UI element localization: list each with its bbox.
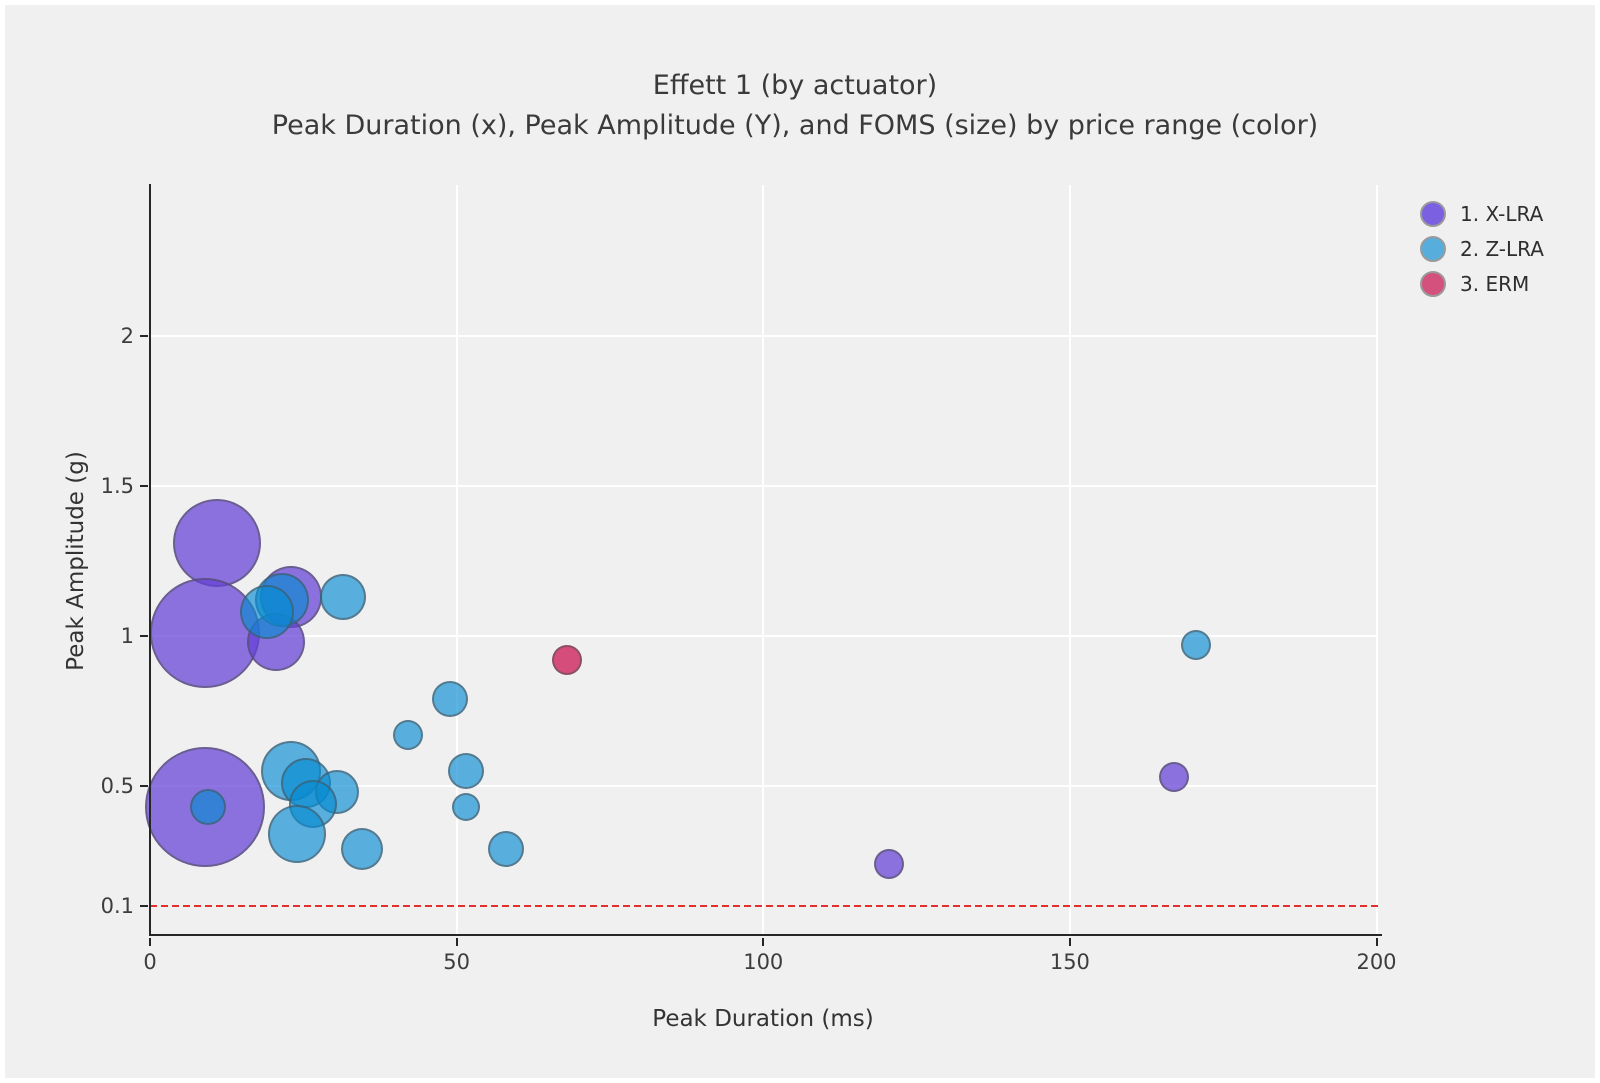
legend-swatch-icon <box>1420 235 1446 262</box>
bubble-point-zlra[interactable] <box>239 585 294 639</box>
y-tick-mark <box>140 335 148 337</box>
bubble-point-xlra[interactable] <box>1159 762 1190 792</box>
bubble-point-zlra[interactable] <box>451 793 480 821</box>
y-tick-label: 1.5 <box>100 474 134 498</box>
x-tick-mark <box>149 938 151 946</box>
legend-item-label: 3. ERM <box>1460 271 1530 296</box>
x-tick-mark <box>455 938 458 946</box>
bubble-point-zlra[interactable] <box>340 828 383 870</box>
legend-item[interactable]: 1. X-LRA <box>1420 196 1544 231</box>
y-axis-title: Peak Amplitude (g) <box>63 451 89 671</box>
y-tick-mark <box>140 485 148 487</box>
bubble-point-xlra[interactable] <box>173 499 262 587</box>
legend-item[interactable]: 2. Z-LRA <box>1420 231 1544 266</box>
x-gridline <box>1375 185 1378 935</box>
y-tick-mark <box>140 905 148 907</box>
x-tick-label: 100 <box>743 950 784 974</box>
legend-item-label: 1. X-LRA <box>1460 201 1544 226</box>
y-tick-label: 0.1 <box>100 894 134 918</box>
x-tick-mark <box>762 938 765 946</box>
bubble-point-zlra[interactable] <box>487 831 524 867</box>
bubble-point-zlra[interactable] <box>1180 630 1211 660</box>
bubble-point-zlra[interactable] <box>190 789 227 825</box>
x-tick-label: 200 <box>1356 950 1397 974</box>
y-tick-mark <box>140 785 148 787</box>
legend-item-label: 2. Z-LRA <box>1460 236 1544 261</box>
legend: 1. X-LRA 2. Z-LRA 3. ERM <box>1420 196 1544 301</box>
x-axis-title: Peak Duration (ms) <box>652 1006 874 1032</box>
x-gridline <box>762 185 765 935</box>
x-gridline <box>1068 185 1071 935</box>
x-tick-mark <box>1375 938 1378 946</box>
chart-subtitle: Peak Duration (x), Peak Amplitude (Y), a… <box>271 110 1319 141</box>
x-tick-mark <box>1068 938 1071 946</box>
bubble-point-xlra[interactable] <box>150 578 261 688</box>
x-gridline <box>455 185 458 935</box>
chart-title: Effett 1 (by actuator) <box>652 70 938 101</box>
bubble-point-zlra[interactable] <box>268 805 327 863</box>
bubble-point-zlra[interactable] <box>320 574 367 620</box>
legend-swatch-icon <box>1420 270 1446 297</box>
chart-title-block: Effett 1 (by actuator) Peak Duration (x)… <box>0 66 1590 146</box>
bubble-point-zlra[interactable] <box>392 720 423 750</box>
x-tick-label: 50 <box>443 950 470 974</box>
y-tick-mark <box>140 635 148 637</box>
bubble-point-zlra[interactable] <box>447 753 484 789</box>
x-tick-label: 0 <box>143 950 157 974</box>
y-tick-label: 1 <box>120 624 134 648</box>
bubble-point-zlra[interactable] <box>432 681 469 717</box>
threshold-line <box>150 905 1378 907</box>
y-tick-label: 2 <box>120 324 134 348</box>
x-tick-label: 150 <box>1049 950 1090 974</box>
legend-swatch-icon <box>1420 200 1446 227</box>
legend-item[interactable]: 3. ERM <box>1420 266 1544 301</box>
bubble-point-xlra[interactable] <box>873 849 904 879</box>
y-tick-label: 0.5 <box>100 774 134 798</box>
chart-background <box>5 5 1595 1078</box>
bubble-point-erm[interactable] <box>552 645 582 675</box>
